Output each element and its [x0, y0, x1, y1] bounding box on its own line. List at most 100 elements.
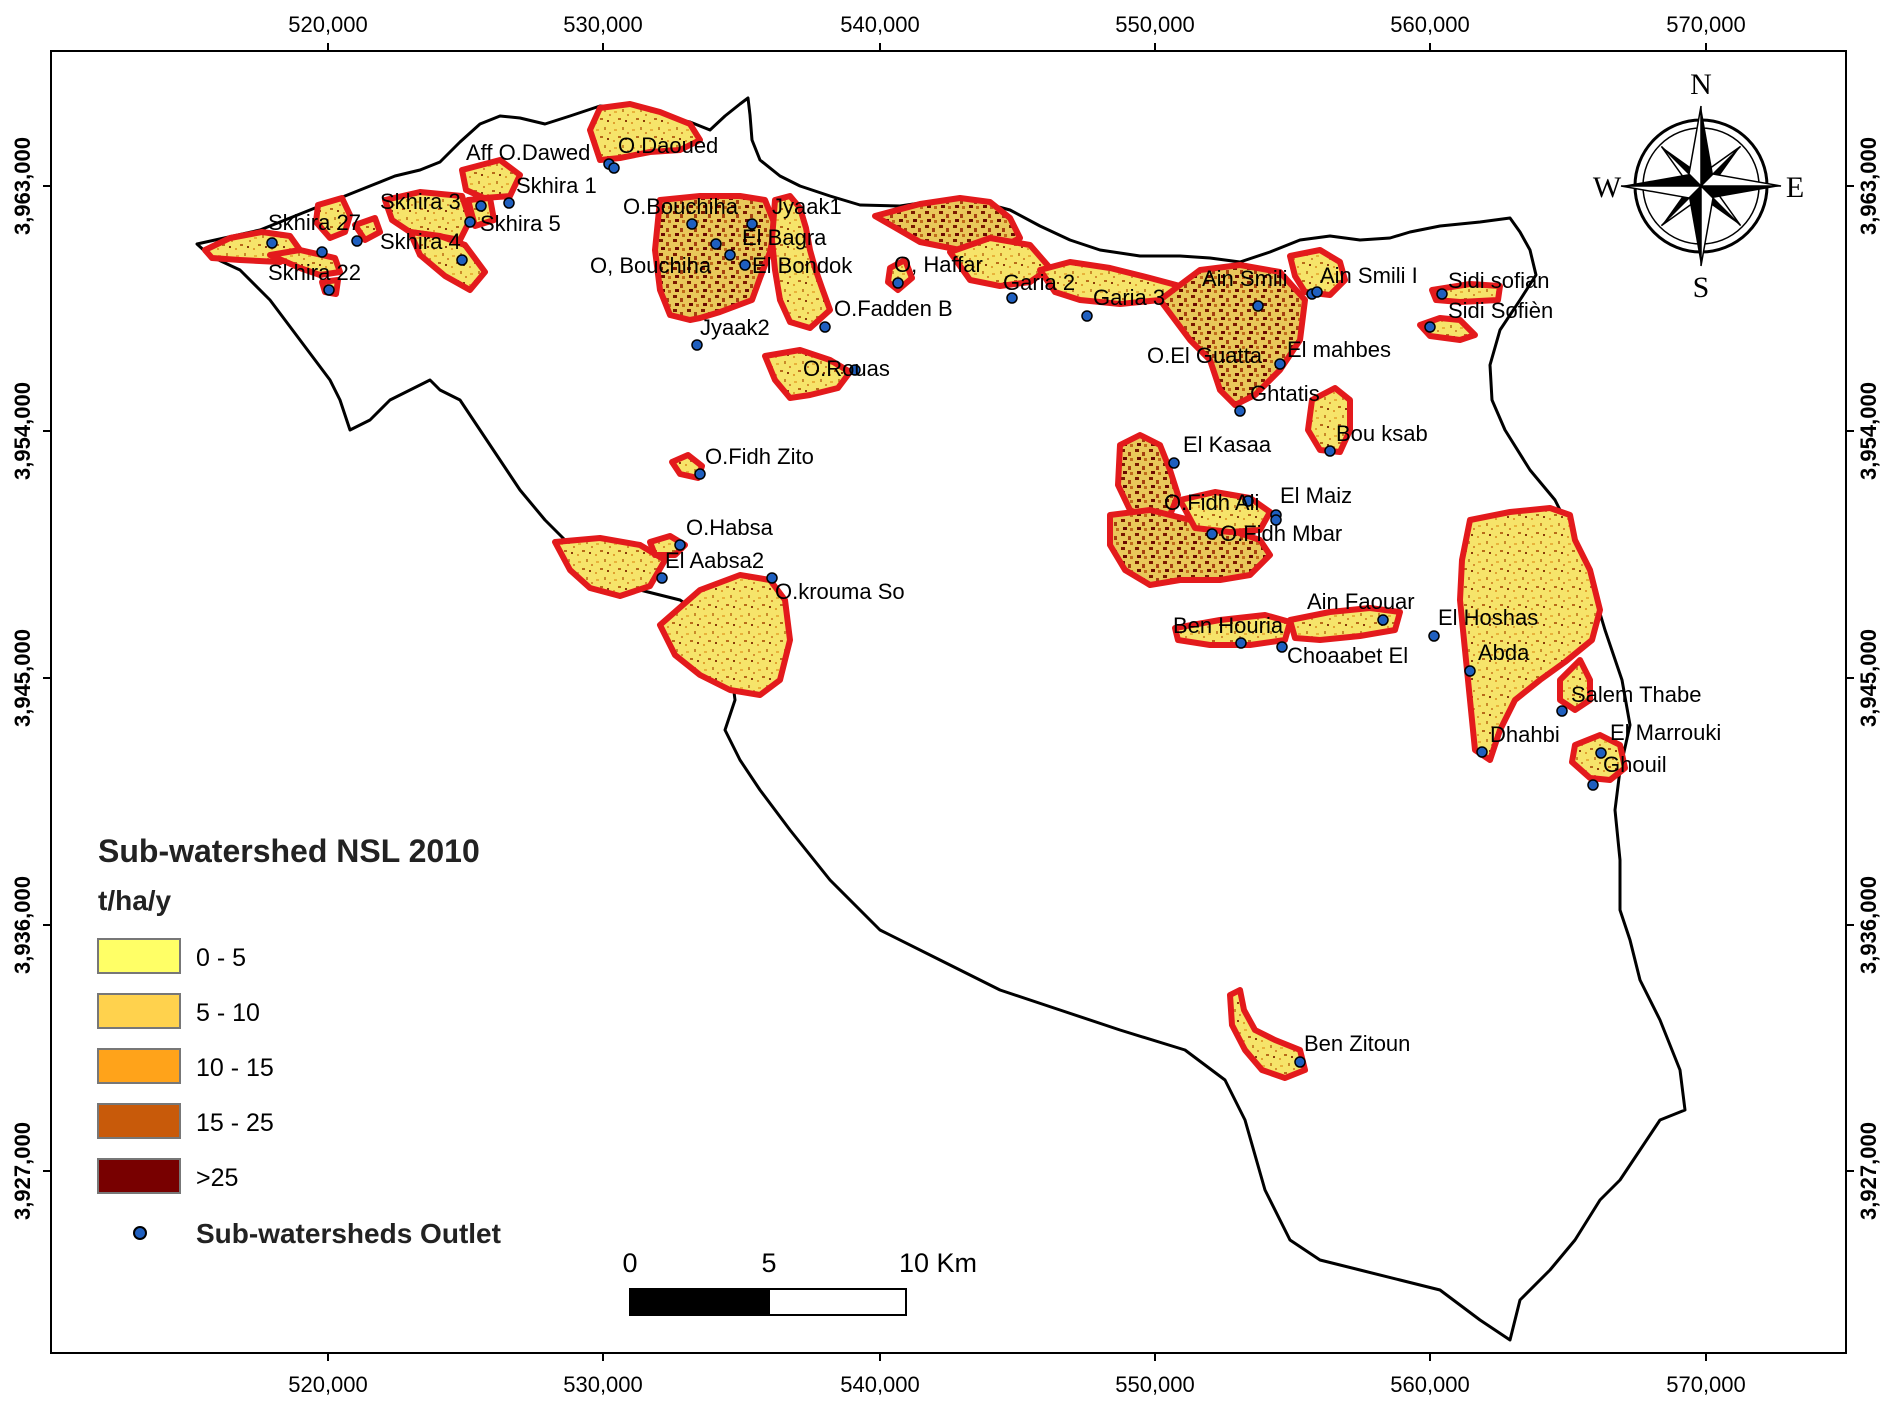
outlet-marker-21	[1006, 292, 1018, 304]
label-o-fidh-mbar: O.Fidh Mbar	[1220, 521, 1342, 546]
label-aff-o-dawed: Aff O.Dawed	[466, 140, 590, 165]
outlet-marker-44	[1556, 705, 1568, 717]
legend-label-3: 10 - 15	[196, 1054, 274, 1082]
label-jyaak1: Jyaak1	[772, 194, 842, 219]
label-ain-smili-i: Ain Smili I	[1320, 263, 1418, 288]
label-bou-ksab: Bou ksab	[1336, 421, 1428, 446]
label-skhira-27: Skhira 27	[268, 210, 361, 235]
outlet-marker-3	[351, 235, 363, 247]
y-tick-left-3: 3,945,000	[10, 629, 35, 727]
outlet-marker-16	[691, 339, 703, 351]
label-ben-houria: Ben Houria	[1173, 613, 1284, 638]
outlet-marker-31	[1436, 288, 1448, 300]
x-tick-top-4: 550,000	[1115, 12, 1195, 37]
scale-label-10km: 10 Km	[899, 1248, 977, 1278]
outlet-marker-11	[686, 218, 698, 230]
label-skhira-22: Skhira 22	[268, 260, 361, 285]
outlet-marker-37	[1270, 514, 1282, 526]
label-el-marrouki: El Marrouki	[1610, 720, 1721, 745]
subwatershed-o-krouma	[657, 572, 793, 698]
outlet-marker-32	[1424, 321, 1436, 333]
label-ghouil: Ghouil	[1603, 752, 1667, 777]
outlet-marker-35	[1242, 495, 1254, 507]
outlet-marker-5	[456, 254, 468, 266]
label-o-haffar: O, Haffar	[894, 252, 983, 277]
outlet-marker-33	[1324, 445, 1336, 457]
subwatershed-o-rouas	[762, 347, 853, 401]
x-tick-top-6: 570,000	[1666, 12, 1746, 37]
label-sidi-sofian: Sidi sofian	[1448, 268, 1550, 293]
scale-bar-black	[629, 1288, 770, 1316]
x-tick-top-2: 530,000	[563, 12, 643, 37]
outlet-marker-20	[892, 277, 904, 289]
legend-swatch-5	[97, 1158, 181, 1194]
outlet-marker-39	[1377, 614, 1389, 626]
scale-label-5: 5	[761, 1248, 776, 1278]
y-tick-left-2: 3,954,000	[10, 382, 35, 480]
subwatershed-el-kasaa	[1115, 432, 1181, 523]
subwatershed-skhira-small	[352, 215, 383, 243]
subwatershed-el-hoshas	[1457, 505, 1603, 763]
subwatershed-jyaak1	[769, 193, 833, 331]
label-ain-faouar: Ain Faouar	[1307, 589, 1415, 614]
x-tick-bottom-3: 540,000	[840, 1372, 920, 1397]
label-o-rouas: O.Rouas	[803, 356, 890, 381]
subwatershed-polygons	[202, 101, 1628, 1081]
scale-bar-white	[768, 1288, 907, 1316]
subwatershed-skhira-3	[382, 189, 473, 243]
label-skhira-5: Skhira 5	[480, 211, 561, 236]
outlet-marker-38	[1206, 528, 1218, 540]
label-dhahbi: Dhahbi	[1490, 722, 1560, 747]
legend-swatch-4	[97, 1103, 181, 1139]
subwatershed-skhira-4	[407, 229, 488, 293]
subwatershed-sidi-sofian	[1429, 281, 1503, 305]
outlet-marker-27	[1274, 358, 1286, 370]
outlet-marker-23	[656, 572, 668, 584]
outlet-marker-47	[1587, 779, 1599, 791]
legend-label-1: 0 - 5	[196, 944, 246, 972]
y-tick-left-1: 3,963,000	[10, 137, 35, 235]
label-ghtatis: Ghtatis	[1250, 381, 1320, 406]
outlet-marker-46	[1595, 747, 1607, 759]
label-o-bouchiha: O.Bouchiha	[623, 194, 739, 219]
outlet-marker-48	[1294, 1056, 1306, 1068]
subwatershed-o-haffar	[872, 195, 1023, 253]
label-sidi-sofien: Sidi Sofièn	[1448, 298, 1553, 323]
legend-outlet-marker	[133, 1226, 147, 1240]
outlet-marker-10	[608, 162, 620, 174]
outlet-marker-2	[316, 246, 328, 258]
outlet-marker-7	[475, 200, 487, 212]
scale-bar: 0 5 10 Km	[622, 1248, 977, 1316]
x-tick-bottom-1: 520,000	[288, 1372, 368, 1397]
legend-outlet-label: Sub-watersheds Outlet	[196, 1218, 501, 1249]
label-ben-zitoun: Ben Zitoun	[1304, 1031, 1410, 1056]
label-o-daoued: O.Daoued	[618, 133, 718, 158]
legend: Sub-watershed NSL 2010 t/ha/y 0 - 5 5 - …	[97, 833, 501, 1249]
x-tick-top-3: 540,000	[840, 12, 920, 37]
legend-swatch-2	[97, 993, 181, 1029]
outlet-marker-4	[323, 284, 335, 296]
outlet-marker-40	[1235, 637, 1247, 649]
outlet-marker-15	[724, 249, 736, 261]
label-choaabet-el: Choaabet El	[1287, 643, 1408, 668]
label-o-fidh-zito: O.Fidh Zito	[705, 444, 814, 469]
outlet-marker-41	[1276, 641, 1288, 653]
legend-label-4: 15 - 25	[196, 1109, 274, 1137]
label-o-fadden-b: O.Fadden B	[834, 296, 953, 321]
x-tick-bottom-2: 530,000	[563, 1372, 643, 1397]
label-el-mahbes: El mahbes	[1287, 337, 1391, 362]
outlet-marker-18	[849, 364, 861, 376]
outlet-markers	[266, 158, 1607, 1068]
compass-south: S	[1693, 271, 1710, 304]
outlet-marker-42	[1428, 630, 1440, 642]
outlet-marker-25	[766, 572, 778, 584]
compass-star-main	[1620, 105, 1782, 267]
outlet-marker-17	[819, 321, 831, 333]
compass-north: N	[1690, 68, 1712, 101]
subwatershed-skhira-1	[459, 157, 523, 201]
outlet-marker-28	[1234, 405, 1246, 417]
label-ain-smili: Ain Smili	[1202, 266, 1288, 291]
scale-label-0: 0	[622, 1248, 637, 1278]
label-el-kasaa: El Kasaa	[1183, 432, 1272, 457]
